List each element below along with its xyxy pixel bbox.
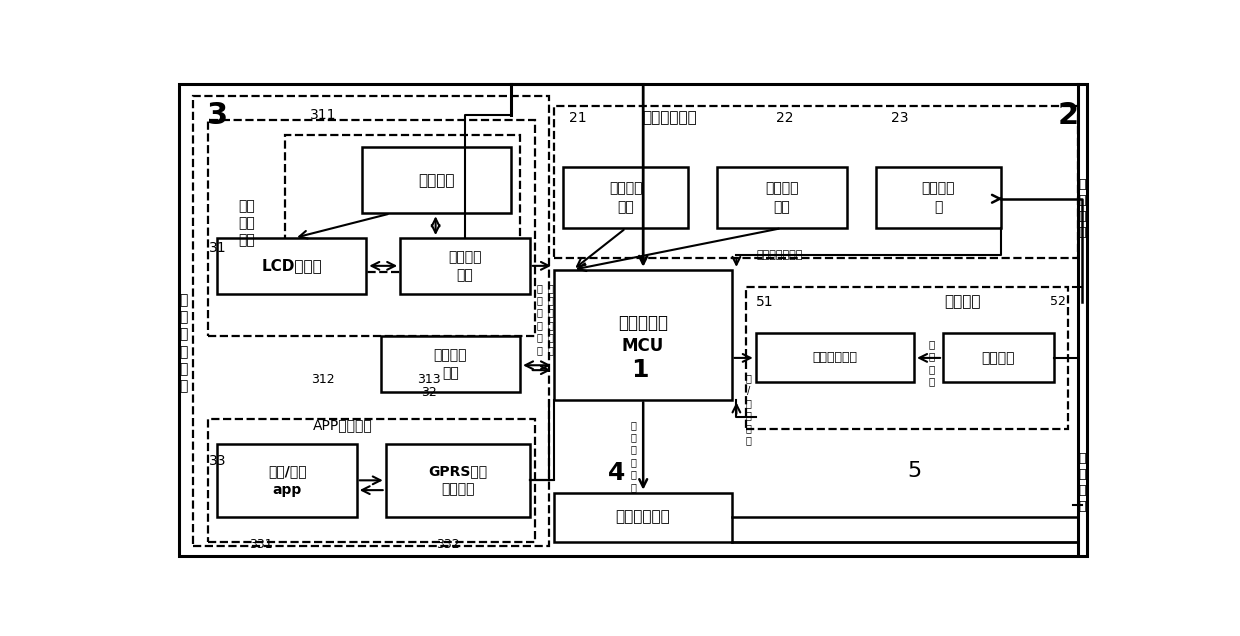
Text: 331: 331	[249, 537, 273, 551]
Text: 高
压
供
电: 高 压 供 电	[1079, 452, 1086, 513]
Text: 1: 1	[631, 358, 649, 382]
Text: 控
制
电
机
转
动: 控 制 电 机 转 动	[631, 420, 636, 492]
Text: GPRS无线
数传模块: GPRS无线 数传模块	[428, 464, 487, 497]
Text: 31: 31	[208, 240, 226, 255]
Bar	[193, 96, 549, 546]
Text: 312: 312	[311, 373, 335, 387]
Text: 33: 33	[208, 453, 226, 467]
Text: 摄像头模
块: 摄像头模 块	[921, 181, 955, 214]
Bar	[755, 333, 914, 382]
Bar	[875, 167, 1001, 228]
Text: 5: 5	[908, 460, 921, 481]
Text: 过
/
欠
压
保
护: 过 / 欠 压 保 护	[746, 373, 751, 445]
Bar	[717, 167, 847, 228]
Text: APP操纵模块: APP操纵模块	[312, 418, 372, 432]
Text: 3: 3	[207, 101, 228, 130]
Text: 23: 23	[892, 111, 909, 125]
Text: 语音识别
模块: 语音识别 模块	[434, 348, 467, 380]
Bar	[285, 135, 521, 272]
Text: 电
流
信
号: 电 流 信 号	[929, 339, 935, 387]
Bar	[362, 148, 511, 214]
Bar	[554, 106, 1078, 258]
Text: 52: 52	[1050, 295, 1066, 308]
Bar	[208, 419, 534, 542]
Text: 51: 51	[756, 294, 774, 308]
Text: 检
测
距
离
信
号: 检 测 距 离 信 号	[537, 283, 542, 355]
Text: 32: 32	[422, 385, 436, 399]
Text: 供电模块: 供电模块	[944, 294, 981, 309]
Bar	[746, 287, 1068, 429]
Text: 2: 2	[1058, 101, 1079, 130]
Text: 变压模块: 变压模块	[982, 351, 1016, 365]
Bar	[217, 238, 367, 294]
Text: 操纵手柄: 操纵手柄	[418, 173, 454, 188]
Bar	[942, 333, 1054, 382]
Text: 楼梯的参数信息: 楼梯的参数信息	[756, 250, 802, 260]
Text: 电路保护模块: 电路保护模块	[812, 352, 857, 364]
Text: 21: 21	[569, 111, 587, 125]
Bar	[554, 492, 732, 542]
Text: 低
压
供
电: 低 压 供 电	[1079, 178, 1086, 239]
Text: 电脑/手机
app: 电脑/手机 app	[268, 464, 306, 497]
Bar	[386, 444, 529, 517]
Text: 4: 4	[608, 461, 625, 485]
Text: 22: 22	[776, 111, 794, 125]
Text: 电机驱动模块: 电机驱动模块	[615, 509, 670, 525]
Bar	[381, 336, 521, 392]
Text: 姿
态
表
态
信
号: 姿 态 表 态 信 号	[548, 283, 554, 355]
Bar	[217, 444, 357, 517]
Text: 手柄
操纵
模块: 手柄 操纵 模块	[238, 199, 254, 247]
Bar	[554, 270, 732, 399]
Text: 332: 332	[436, 537, 460, 551]
Text: LCD显示屏: LCD显示屏	[262, 259, 322, 273]
Bar	[563, 167, 688, 228]
Text: 陀螺仪传
感器: 陀螺仪传 感器	[765, 181, 799, 214]
Text: 无线收发
模块: 无线收发 模块	[448, 250, 481, 282]
Text: 311: 311	[310, 109, 336, 123]
Text: 313: 313	[417, 373, 440, 387]
Text: 激光测距
模块: 激光测距 模块	[609, 181, 642, 214]
Text: 人
机
交
互
模
块: 人 机 交 互 模 块	[180, 293, 188, 394]
Bar	[401, 238, 529, 294]
Text: 姿态检测模块: 姿态检测模块	[642, 111, 697, 125]
Text: 主控制模块
MCU: 主控制模块 MCU	[618, 314, 667, 356]
Bar	[208, 120, 534, 336]
